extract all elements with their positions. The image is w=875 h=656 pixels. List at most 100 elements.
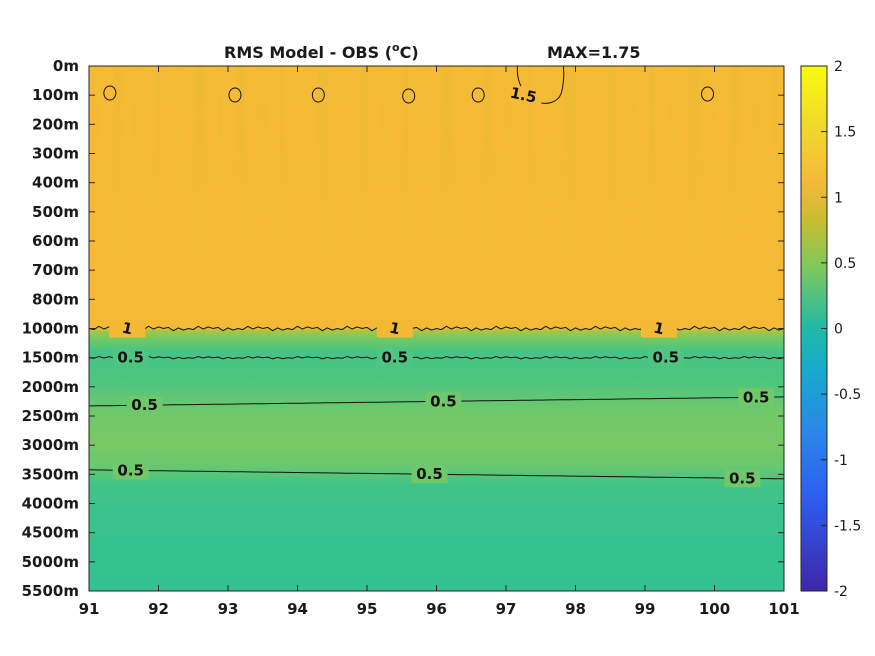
contour-label: 0.5 bbox=[131, 396, 158, 414]
texture-stripe bbox=[669, 66, 678, 300]
y-tick-label: 0m bbox=[53, 57, 79, 75]
contour-label: 1 bbox=[652, 319, 666, 339]
contour-loop bbox=[471, 87, 485, 103]
contour-label: 0.5 bbox=[743, 388, 770, 406]
contour-loop bbox=[311, 87, 325, 103]
contour-loop bbox=[701, 86, 715, 102]
texture-stripe bbox=[341, 66, 347, 300]
y-tick-label: 800m bbox=[32, 290, 79, 308]
texture-stripe bbox=[94, 66, 100, 300]
texture-stripe bbox=[483, 66, 492, 300]
texture-stripe bbox=[194, 66, 206, 300]
contour-label-bg bbox=[647, 348, 684, 367]
contour-label: 0.5 bbox=[416, 465, 443, 483]
texture-stripe bbox=[588, 66, 594, 300]
x-tick-label: 93 bbox=[218, 600, 239, 618]
y-tick-label: 3500m bbox=[22, 465, 79, 483]
chart-title-main: RMS Model - OBS ( bbox=[224, 43, 392, 62]
x-tick-label: 92 bbox=[148, 600, 169, 618]
y-tick-label: 500m bbox=[32, 203, 79, 221]
texture-stripe bbox=[132, 66, 144, 300]
chart-title-unit: C) bbox=[400, 43, 419, 62]
contour-labels: 1 1 1 0.5 0.5 0.5 0.5 0.5 0.5 0.5 0.5 0.5 1.5 bbox=[109, 84, 775, 488]
contour-label-bg bbox=[126, 396, 163, 415]
chart-title-degree-mark: o bbox=[392, 41, 400, 54]
y-tick-label: 100m bbox=[32, 86, 79, 104]
y-axis: 0m 100m 200m 300m 400m 500m 600m 700m 800m 1000m 1… bbox=[22, 57, 784, 600]
colorbar-tick-label: 1.5 bbox=[834, 125, 856, 141]
x-tick-label: 98 bbox=[565, 600, 586, 618]
contour-loop bbox=[228, 87, 242, 103]
y-tick-label: 2000m bbox=[22, 378, 79, 396]
texture-stripe bbox=[607, 66, 616, 300]
texture-stripe bbox=[773, 66, 779, 300]
texture-stripe bbox=[711, 66, 717, 300]
texture-stripe bbox=[403, 66, 409, 300]
colorbar-ticks: 2 1.5 1 0.5 0 -0.5 -1 -1.5 -2 bbox=[821, 59, 861, 600]
colorbar-tick-label: -1.5 bbox=[834, 518, 861, 534]
texture-stripe bbox=[730, 66, 739, 300]
contour-label-bg bbox=[112, 348, 149, 367]
y-tick-label: 1500m bbox=[22, 349, 79, 367]
y-tick-label: 2500m bbox=[22, 407, 79, 425]
chart-title: RMS Model - OBS (oC) bbox=[224, 41, 419, 62]
colorbar-tick-label: -1 bbox=[834, 453, 848, 469]
colorbar-tick-label: -2 bbox=[834, 584, 848, 600]
texture-stripe bbox=[298, 66, 307, 300]
texture-stripe bbox=[156, 66, 162, 300]
texture-stripe bbox=[564, 66, 576, 300]
contour-label: 0.5 bbox=[117, 349, 144, 367]
y-tick-label: 5000m bbox=[22, 553, 79, 571]
texture-stripe bbox=[626, 66, 638, 300]
y-tick-label: 5500m bbox=[22, 582, 79, 600]
y-tick-label: 4500m bbox=[22, 524, 79, 542]
y-tick-label: 600m bbox=[32, 232, 79, 250]
heatmap-texture bbox=[94, 66, 779, 300]
contour-label: 0.5 bbox=[382, 349, 409, 367]
texture-stripe bbox=[113, 66, 122, 300]
contour-label-bg bbox=[376, 319, 413, 338]
texture-stripe bbox=[379, 66, 391, 300]
colorbar-tick-label: -0.5 bbox=[834, 387, 861, 403]
texture-stripe bbox=[422, 66, 431, 300]
texture-stripe bbox=[441, 66, 453, 300]
contour-label: 1.5 bbox=[509, 84, 539, 107]
contour-label: 1 bbox=[388, 319, 402, 339]
contour-label-bg bbox=[425, 392, 462, 411]
contour-loop bbox=[103, 85, 117, 101]
colorbar-tick-label: 1 bbox=[834, 190, 843, 206]
texture-stripe bbox=[464, 66, 470, 300]
y-tick-label: 3000m bbox=[22, 436, 79, 454]
contour-label-bg bbox=[376, 348, 413, 367]
y-tick-label: 700m bbox=[32, 261, 79, 279]
y-tick-label: 200m bbox=[32, 115, 79, 133]
texture-stripe bbox=[279, 66, 285, 300]
x-tick-label: 94 bbox=[287, 600, 308, 618]
x-axis: 91 92 93 94 95 96 97 98 99 100 101 bbox=[79, 66, 800, 618]
colorbar: 2 1.5 1 0.5 0 -0.5 -1 -1.5 -2 bbox=[800, 59, 861, 600]
contour-label-bg bbox=[505, 86, 542, 105]
texture-stripe bbox=[503, 66, 515, 300]
colorbar-tick-label: 2 bbox=[834, 59, 843, 75]
x-tick-label: 99 bbox=[635, 600, 656, 618]
x-tick-label: 95 bbox=[357, 600, 378, 618]
y-tick-label: 1000m bbox=[22, 320, 79, 338]
contour-label: 0.5 bbox=[653, 349, 680, 367]
contour-label-bg bbox=[738, 388, 775, 407]
texture-stripe bbox=[545, 66, 554, 300]
y-tick-label: 400m bbox=[32, 174, 79, 192]
contour-label-bg bbox=[411, 465, 448, 484]
contour-label: 0.5 bbox=[729, 469, 756, 487]
contour-label-bg bbox=[640, 319, 677, 338]
texture-stripe bbox=[526, 66, 532, 300]
plot-area: 1 1 1 0.5 0.5 0.5 0.5 0.5 0.5 0.5 0.5 0.5 1.5 bbox=[88, 65, 785, 592]
texture-stripe bbox=[749, 66, 761, 300]
texture-stripe bbox=[650, 66, 656, 300]
texture-stripe bbox=[317, 66, 329, 300]
colorbar-tick-label: 0 bbox=[834, 322, 843, 338]
contour-label-bg bbox=[112, 461, 149, 480]
contour-label-bg bbox=[109, 319, 146, 338]
y-tick-label: 300m bbox=[32, 145, 79, 163]
contour-label: 1 bbox=[120, 319, 134, 339]
